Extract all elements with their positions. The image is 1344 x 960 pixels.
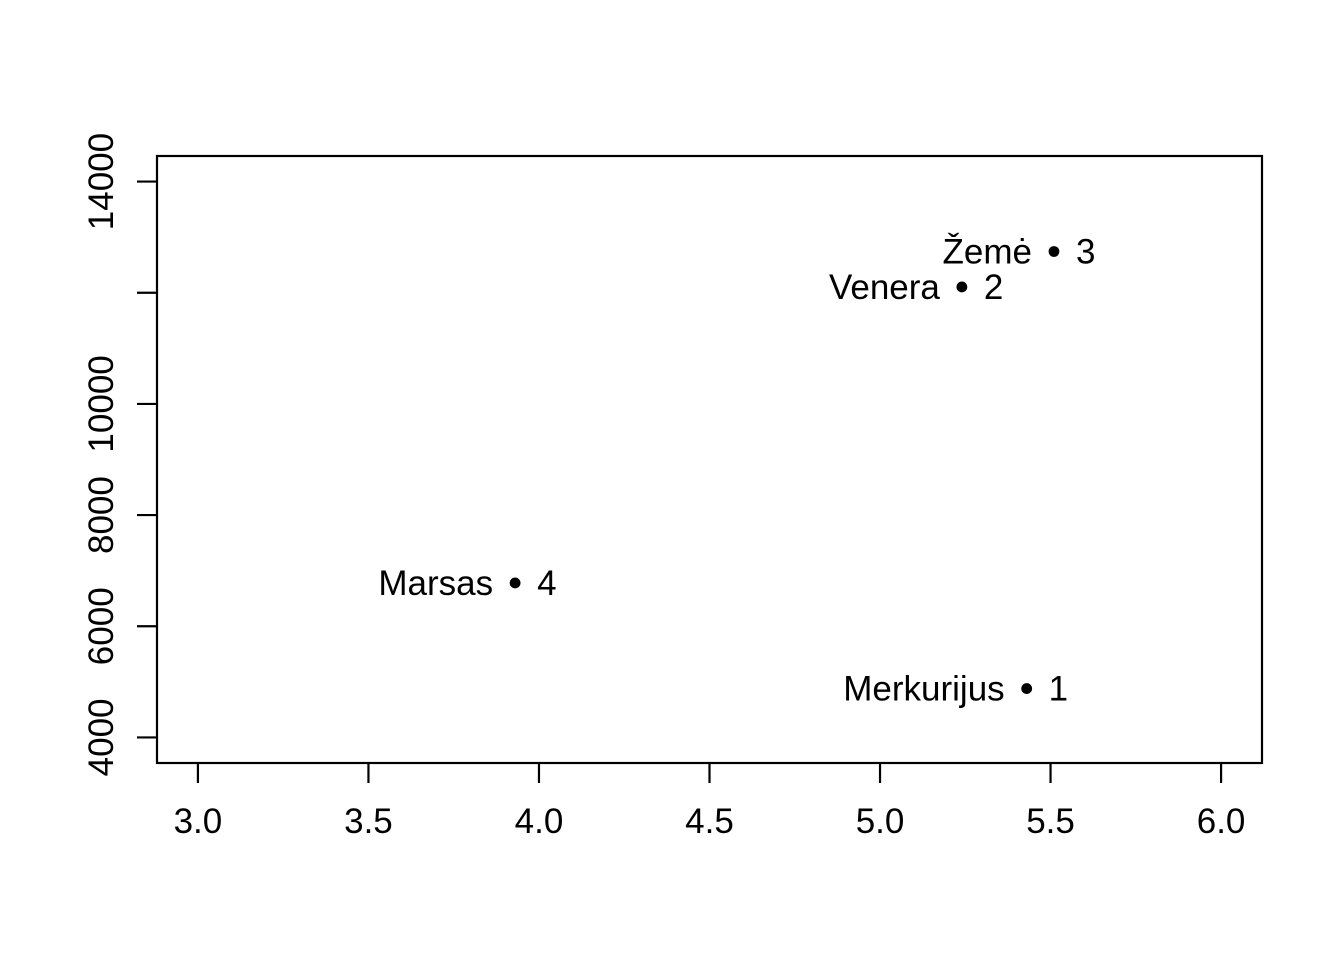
data-point-number-label: 2 — [984, 268, 1003, 307]
x-axis-tick-label: 4.5 — [685, 802, 734, 841]
x-axis-tick-label: 5.0 — [856, 802, 905, 841]
data-point-name-label: Venera — [829, 268, 940, 307]
data-point-number-label: 3 — [1076, 232, 1095, 271]
y-axis-tick-label: 8000 — [82, 476, 121, 554]
x-axis-tick-label: 3.5 — [344, 802, 393, 841]
x-axis-tick-label: 6.0 — [1197, 802, 1246, 841]
plot-box — [155, 154, 1264, 765]
data-point-group: Venera 2 — [829, 268, 1003, 307]
data-point-name-label: Žemė — [942, 232, 1031, 271]
data-point-name-label: Merkurijus — [843, 670, 1004, 709]
x-axis-tick-label: 4.0 — [515, 802, 564, 841]
data-point — [509, 577, 521, 589]
data-point — [956, 281, 968, 293]
data-point-number-label: 4 — [537, 564, 556, 603]
data-point-group: Merkurijus 1 — [843, 670, 1068, 709]
data-point — [1021, 683, 1033, 694]
y-axis-tick-label: 14000 — [82, 133, 121, 230]
data-point — [1048, 246, 1060, 257]
y-axis-tick-label: 10000 — [82, 355, 121, 452]
x-axis-tick-label: 5.5 — [1026, 802, 1075, 841]
y-axis-tick-label: 6000 — [82, 587, 121, 665]
x-axis-tick-label: 3.0 — [174, 802, 223, 841]
data-point-number-label: 1 — [1049, 670, 1068, 709]
y-axis-tick-label: 4000 — [82, 698, 121, 776]
data-point-name-label: Marsas — [378, 564, 493, 603]
data-point-group: Žemė 3 — [942, 232, 1095, 271]
data-point-group: Marsas 4 — [378, 564, 556, 603]
